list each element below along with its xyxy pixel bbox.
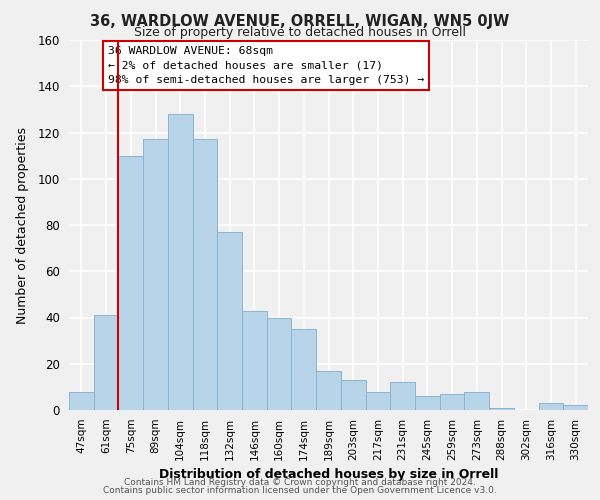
Text: Contains public sector information licensed under the Open Government Licence v3: Contains public sector information licen… (103, 486, 497, 495)
X-axis label: Distribution of detached houses by size in Orrell: Distribution of detached houses by size … (159, 468, 498, 481)
Bar (390, 382, 415, 410)
Bar (563, 406, 588, 410)
Bar (341, 380, 365, 410)
Bar (143, 140, 168, 410)
Bar (415, 396, 440, 410)
Text: Contains HM Land Registry data © Crown copyright and database right 2024.: Contains HM Land Registry data © Crown c… (124, 478, 476, 487)
Y-axis label: Number of detached properties: Number of detached properties (16, 126, 29, 324)
Bar (464, 392, 489, 410)
Bar (365, 392, 390, 410)
Bar (316, 370, 341, 410)
Text: 36, WARDLOW AVENUE, ORRELL, WIGAN, WN5 0JW: 36, WARDLOW AVENUE, ORRELL, WIGAN, WN5 0… (91, 14, 509, 29)
Text: 36 WARDLOW AVENUE: 68sqm
← 2% of detached houses are smaller (17)
98% of semi-de: 36 WARDLOW AVENUE: 68sqm ← 2% of detache… (108, 46, 424, 85)
Text: Size of property relative to detached houses in Orrell: Size of property relative to detached ho… (134, 26, 466, 39)
Bar (94, 315, 118, 410)
Bar (440, 394, 464, 410)
Bar (267, 318, 292, 410)
Bar (69, 392, 94, 410)
Bar (539, 403, 563, 410)
Bar (193, 140, 217, 410)
Bar (118, 156, 143, 410)
Bar (217, 232, 242, 410)
Bar (489, 408, 514, 410)
Bar (242, 310, 267, 410)
Bar (292, 329, 316, 410)
Bar (168, 114, 193, 410)
